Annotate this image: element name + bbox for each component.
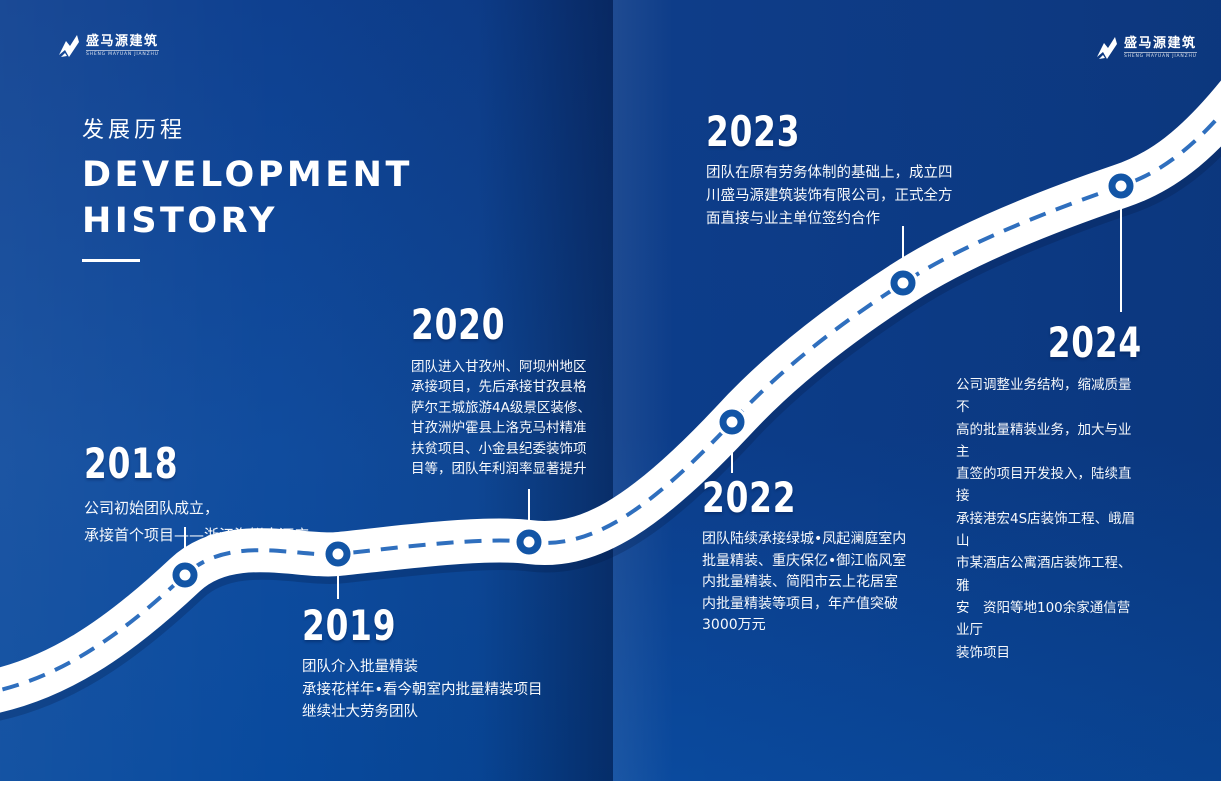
bottom-page-edge [0,781,1221,786]
logo-name-en: SHENG MAYUAN JIANZHU [86,50,159,57]
page-title-chinese: 发展历程 [82,118,187,143]
logo-name-en: SHENG MAYUAN JIANZHU [1124,52,1197,59]
milestone-description: 团队陆续承接绿城•凤起澜庭室内 批量精装、重庆保亿•御江临风室 内批量精装、简阳… [702,531,907,634]
title-underline [82,259,140,262]
milestone-year: 2019 [302,601,397,650]
milestone-description: 团队介入批量精装 承接花样年•看今朝室内批量精装项目 继续壮大劳务团队 [302,659,543,720]
milestone-2019: 2019 团队介入批量精装 承接花样年•看今朝室内批量精装项目 继续壮大劳务团队 [302,605,543,724]
milestone-description: 团队进入甘孜州、阿坝州地区 承接项目，先后承接甘孜县格 萨尔王城旅游4A级景区装… [411,359,591,478]
milestone-year: 2023 [706,107,801,156]
company-logo-right: 盛马源建筑 SHENG MAYUAN JIANZHU [1096,36,1197,60]
logo-name-cn: 盛马源建筑 [1124,36,1197,51]
milestone-dot-2023 [887,267,919,299]
company-logo-left: 盛马源建筑 SHENG MAYUAN JIANZHU [58,34,159,58]
page-title-block: 发展历程 DEVELOPMENT HISTORY [82,112,413,262]
logo-name-cn: 盛马源建筑 [86,34,159,49]
milestone-dot-2022 [716,406,748,438]
milestone-2020: 2020 团队进入甘孜州、阿坝州地区 承接项目，先后承接甘孜县格 萨尔王城旅游4… [411,304,591,479]
milestone-year: 2024 [1047,318,1142,367]
milestone-2022: 2022 团队陆续承接绿城•凤起澜庭室内 批量精装、重庆保亿•御江临风室 内批量… [702,477,906,637]
milestone-year: 2020 [411,300,506,349]
milestone-2018: 2018 公司初始团队成立， 承接首个项目——浙江海鲜大酒店 [84,443,309,549]
horse-swoosh-logo-icon [1096,36,1118,60]
milestone-dot-2018 [169,559,201,591]
milestone-description: 公司调整业务结构，缩减质量不 高的批量精装业务，加大与业主 直签的项目开发投入，… [956,377,1136,661]
milestone-dot-2024 [1105,170,1137,202]
milestone-description: 团队在原有劳务体制的基础上，成立四 川盛马源建筑装饰有限公司，正式全方 面直接与… [706,165,953,227]
page-title-english-line2: HISTORY [82,201,279,241]
milestone-year: 2022 [702,473,797,522]
page-title-english-line1: DEVELOPMENT [82,155,413,195]
milestone-2024: 2024 公司调整业务结构，缩减质量不 高的批量精装业务，加大与业主 直签的项目… [956,322,1142,664]
milestone-dot-2020 [513,526,545,558]
milestone-year: 2018 [84,439,179,488]
milestone-description: 公司初始团队成立， 承接首个项目——浙江海鲜大酒店 [84,499,310,544]
horse-swoosh-logo-icon [58,34,80,58]
milestone-2023: 2023 团队在原有劳务体制的基础上，成立四 川盛马源建筑装饰有限公司，正式全方… [706,111,953,231]
milestone-dot-2019 [322,538,354,570]
background-right-page [613,0,1221,786]
